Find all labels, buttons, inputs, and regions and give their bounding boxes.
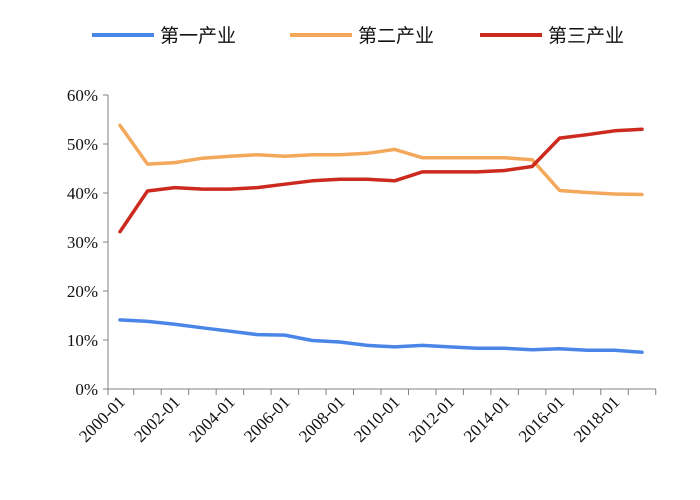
legend-label-3: 第三产业 — [548, 25, 624, 47]
legend-label-1: 第一产业 — [160, 25, 236, 47]
legend-label-2: 第二产业 — [358, 25, 434, 47]
x-tick-label: 2008-01 — [295, 392, 349, 446]
series-line-3 — [118, 127, 644, 234]
y-tick-label: 40% — [67, 184, 98, 203]
x-tick-label: 2006-01 — [240, 392, 294, 446]
x-tick-label: 2018-01 — [570, 392, 624, 446]
y-tick-label: 50% — [67, 135, 98, 154]
axes: 0% 10% 20% 30% 40% 50% 60% 2000-01 2002-01 2004-0… — [67, 86, 657, 446]
series-line-1 — [118, 318, 644, 355]
y-tick-label: 30% — [67, 233, 98, 252]
y-tick-label: 60% — [67, 86, 98, 105]
y-tick-label: 20% — [67, 282, 98, 301]
x-tick-label: 2010-01 — [350, 392, 404, 446]
y-tick-label: 10% — [67, 331, 98, 350]
x-tick-label: 2016-01 — [515, 392, 569, 446]
x-tick-label: 2004-01 — [185, 392, 239, 446]
x-tick-label: 2002-01 — [130, 392, 184, 446]
series-lines — [118, 123, 644, 355]
x-tick-label: 2012-01 — [405, 392, 459, 446]
series-line-2 — [118, 123, 644, 197]
legend: 第一产业 第二产业 第三产业 — [92, 25, 624, 47]
x-tick-label: 2014-01 — [460, 392, 514, 446]
x-tick-label: 2000-01 — [75, 392, 129, 446]
y-tick-label: 0% — [75, 380, 98, 399]
